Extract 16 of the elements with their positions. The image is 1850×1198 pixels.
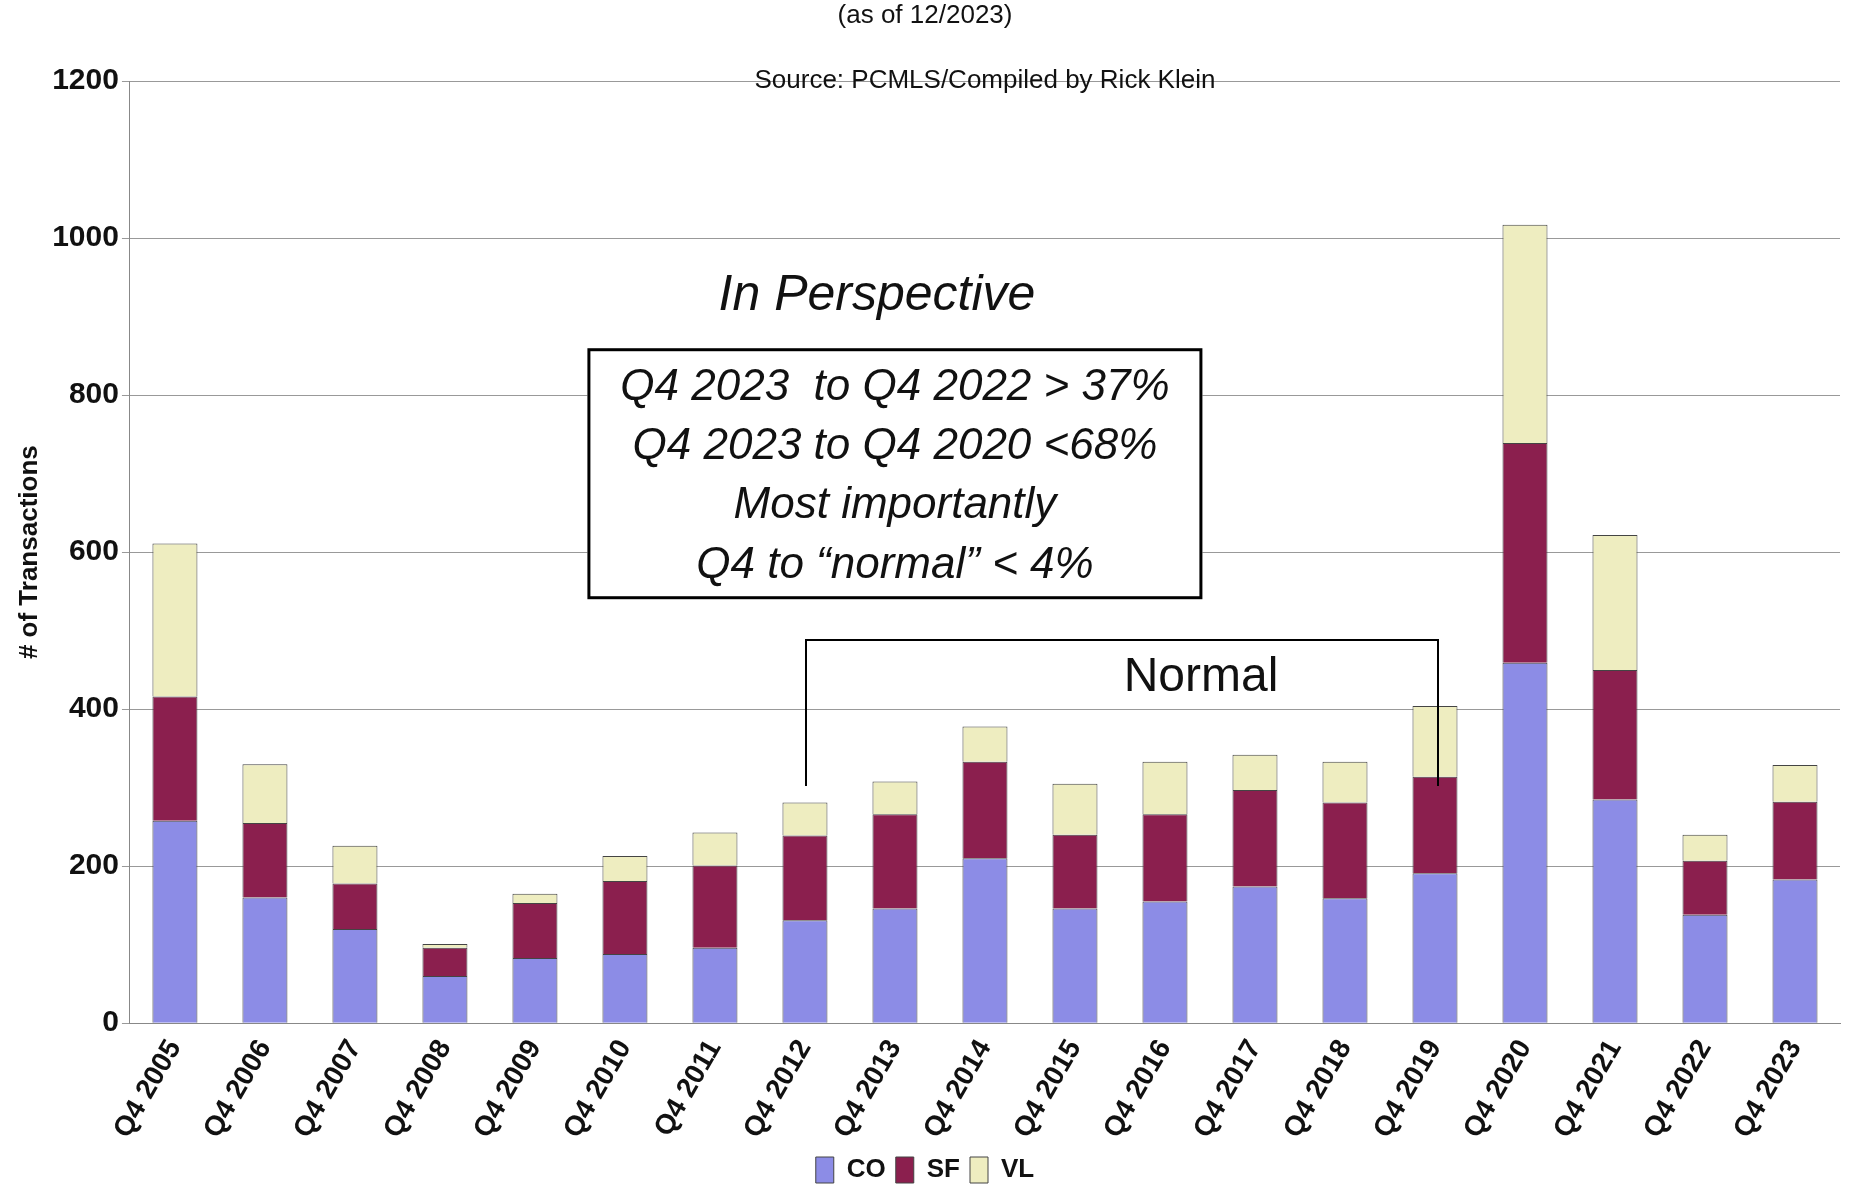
annotation: Q4 2023 to Q4 2022 > 37% Q4 2023 to Q4 2020 <68% Most importantly Q4 to “normal” < 4% — [587, 347, 1203, 600]
y-tick-label: 0 — [102, 1004, 119, 1038]
y-tick-label: 200 — [68, 847, 119, 881]
y-axis-title: # of Transactions — [12, 445, 43, 660]
chart-subtitle: (as of 12/2023) — [837, 0, 1013, 29]
annotation: Source: PCMLS/Compiled by Rick Klein — [754, 63, 1216, 95]
legend-label: SF — [926, 1153, 961, 1184]
annotation: Normal — [1123, 646, 1279, 702]
y-tick-label: 1200 — [52, 62, 119, 96]
legend-label: CO — [846, 1153, 886, 1184]
legend-label: VL — [1001, 1153, 1035, 1184]
y-tick-label: 1000 — [52, 219, 119, 253]
y-tick-label: 400 — [68, 690, 119, 724]
annotation: In Perspective — [718, 264, 1036, 323]
y-tick-label: 600 — [68, 533, 119, 567]
y-tick-label: 800 — [68, 376, 119, 410]
